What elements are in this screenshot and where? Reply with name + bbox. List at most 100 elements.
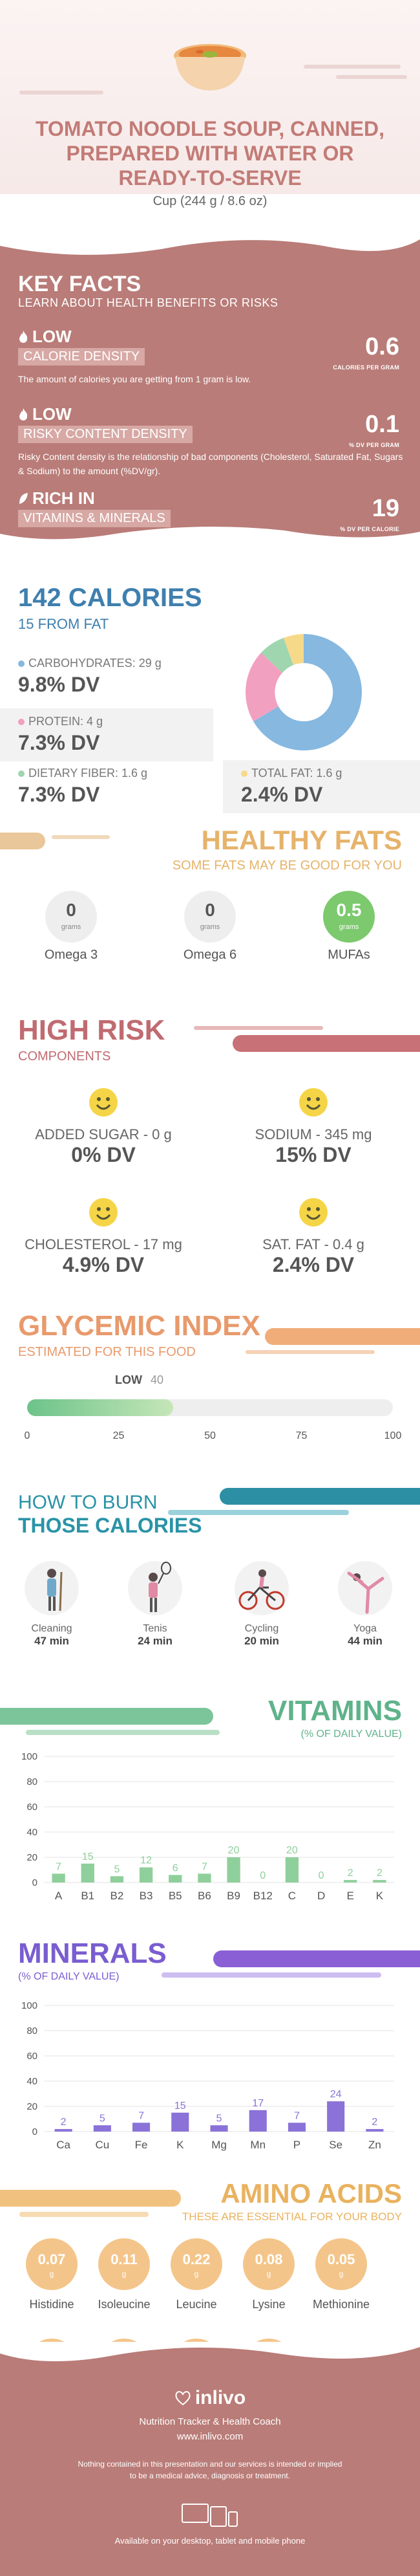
bar [54,2129,72,2132]
activity-time: 47 min [34,1635,69,1647]
amino-unit: g [121,2269,127,2278]
footer-available: Available on your desktop, tablet and mo… [114,2536,306,2546]
fat-amount: 0.5 [336,900,362,920]
macro-dv: 7.3% DV [18,731,100,754]
decor-bar [52,835,110,839]
key-facts-section: KEY FACTS LEARN ABOUT HEALTH BENEFITS OR… [0,233,420,543]
bar-value-label: 7 [56,1861,61,1872]
footer-url[interactable]: www.inlivo.com [176,2431,244,2442]
devices-icon [182,2504,238,2527]
key-facts-title: KEY FACTS [18,272,142,296]
bar-value-label: 2 [348,1868,353,1879]
fact-calorie-density: LOW CALORIE DENSITY The amount of calori… [18,327,406,386]
bar [210,2125,228,2132]
bar [373,1880,386,1883]
minerals-subtitle: (% OF DAILY VALUE) [18,1971,120,1982]
fat-name-omega3: Omega 3 [44,948,98,962]
amino-amount: 0.11 [110,2251,138,2267]
macro-fat: TOTAL FAT: 1.6 g 2.4% DV [223,760,420,813]
glycemic-track [27,1399,393,1416]
category-label: Zn [368,2139,381,2151]
bar [132,2123,151,2132]
decor-bar [265,1328,420,1345]
fat-dot-icon [241,770,247,777]
amino-amount: 0.07 [37,2251,66,2267]
decor-bar [0,2190,181,2207]
category-label: P [293,2139,300,2151]
y-tick-label: 0 [32,2126,37,2137]
glycemic-tick-label: 50 [204,1430,216,1441]
fat-value-mufas: 0.5 grams [323,891,375,943]
calorie-donut-chart [246,634,362,750]
decor-bar [246,1350,375,1354]
activity-name: Tenis [143,1623,167,1634]
risk-cholesterol: CHOLESTEROL - 17 mg 4.9% DV [6,1197,200,1277]
amino-value: 0.05 g [315,2238,367,2290]
amino-value: 0.08 g [243,2238,295,2290]
glycemic-readout: LOW 40 [115,1373,163,1387]
category-label: D [317,1890,325,1902]
category-label: C [288,1890,296,1902]
category-label: Ca [56,2139,70,2151]
leaf-icon [19,493,28,504]
macro-label: PROTEIN: 4 g [28,715,103,728]
fact-value: 19 [372,495,399,522]
wave-bottom [0,527,420,543]
macro-label: CARBOHYDRATES: 29 g [28,657,162,670]
category-label: B2 [110,1890,124,1902]
risk-added-sugar: ADDED SUGAR - 0 g 0% DV [6,1087,200,1167]
fat-amount: 0 [205,900,215,920]
bar-value-label: 5 [216,2113,222,2124]
amino-title: AMINO ACIDS [220,2178,402,2209]
risk-label: CHOLESTEROL - 17 mg [25,1236,182,1252]
fact-level: RICH IN [32,488,95,508]
category-label: K [376,1890,384,1902]
bar-value-label: 17 [252,2098,264,2109]
bar [288,2123,306,2132]
y-tick-label: 20 [26,1852,37,1863]
fat-value-omega6: 0 grams [184,891,236,943]
bar-value-label: 6 [173,1862,178,1873]
calories-section: 142 CALORIES 15 FROM FAT CARBOHYDRATES: … [0,569,420,815]
bar-value-label: 0 [260,1870,266,1881]
amino-name: Lysine [252,2298,286,2311]
carbs-dot-icon [18,660,25,667]
cleaning-icon [25,1561,79,1615]
risk-label: ADDED SUGAR - 0 g [35,1126,172,1142]
amino-unit: g [194,2269,199,2278]
bar-value-label: 7 [294,2110,300,2121]
bar [249,2110,267,2132]
bar-value-label: 2 [61,2117,67,2128]
macro-dv: 2.4% DV [241,783,323,806]
amino-amount: 0.05 [327,2251,355,2267]
glycemic-tick-label: 75 [295,1430,308,1441]
decor-line [19,91,103,94]
healthy-fats-subtitle: SOME FATS MAY BE GOOD FOR YOU [172,858,402,873]
fact-label: CALORIE DENSITY [18,348,145,366]
bar [366,2129,384,2132]
fact-label: RISKY CONTENT DENSITY [18,426,193,443]
heart-icon [175,2391,191,2406]
bar [285,1857,299,1883]
bar [93,2125,111,2132]
fact-unit: CALORIES PER GRAM [333,364,399,371]
amino-subtitle: THESE ARE ESSENTIAL FOR YOUR BODY [182,2210,402,2223]
soup-bowl-icon [174,44,246,91]
footer-tagline: Nutrition Tracker & Health Coach [139,2416,281,2427]
serving-size: Cup (244 g / 8.6 oz) [152,194,268,208]
y-tick-label: 100 [21,2000,37,2011]
calories-title: 142 CALORIES [18,584,202,612]
activity-name: Cycling [244,1623,279,1634]
bar-value-label: 2 [377,1868,383,1879]
wave-top [0,2342,420,2362]
category-label: B1 [81,1890,94,1902]
donut-slice-protein [246,653,282,721]
vitamins-subtitle: (% OF DAILY VALUE) [300,1729,402,1740]
bar-value-label: 20 [228,1845,240,1856]
category-label: Se [329,2139,342,2151]
healthy-fats-section: HEALTHY FATS SOME FATS MAY BE GOOD FOR Y… [0,818,420,993]
category-label: K [176,2139,184,2151]
wave-top [0,233,420,255]
protein-dot-icon [18,719,25,725]
glycemic-level: LOW [115,1373,142,1386]
